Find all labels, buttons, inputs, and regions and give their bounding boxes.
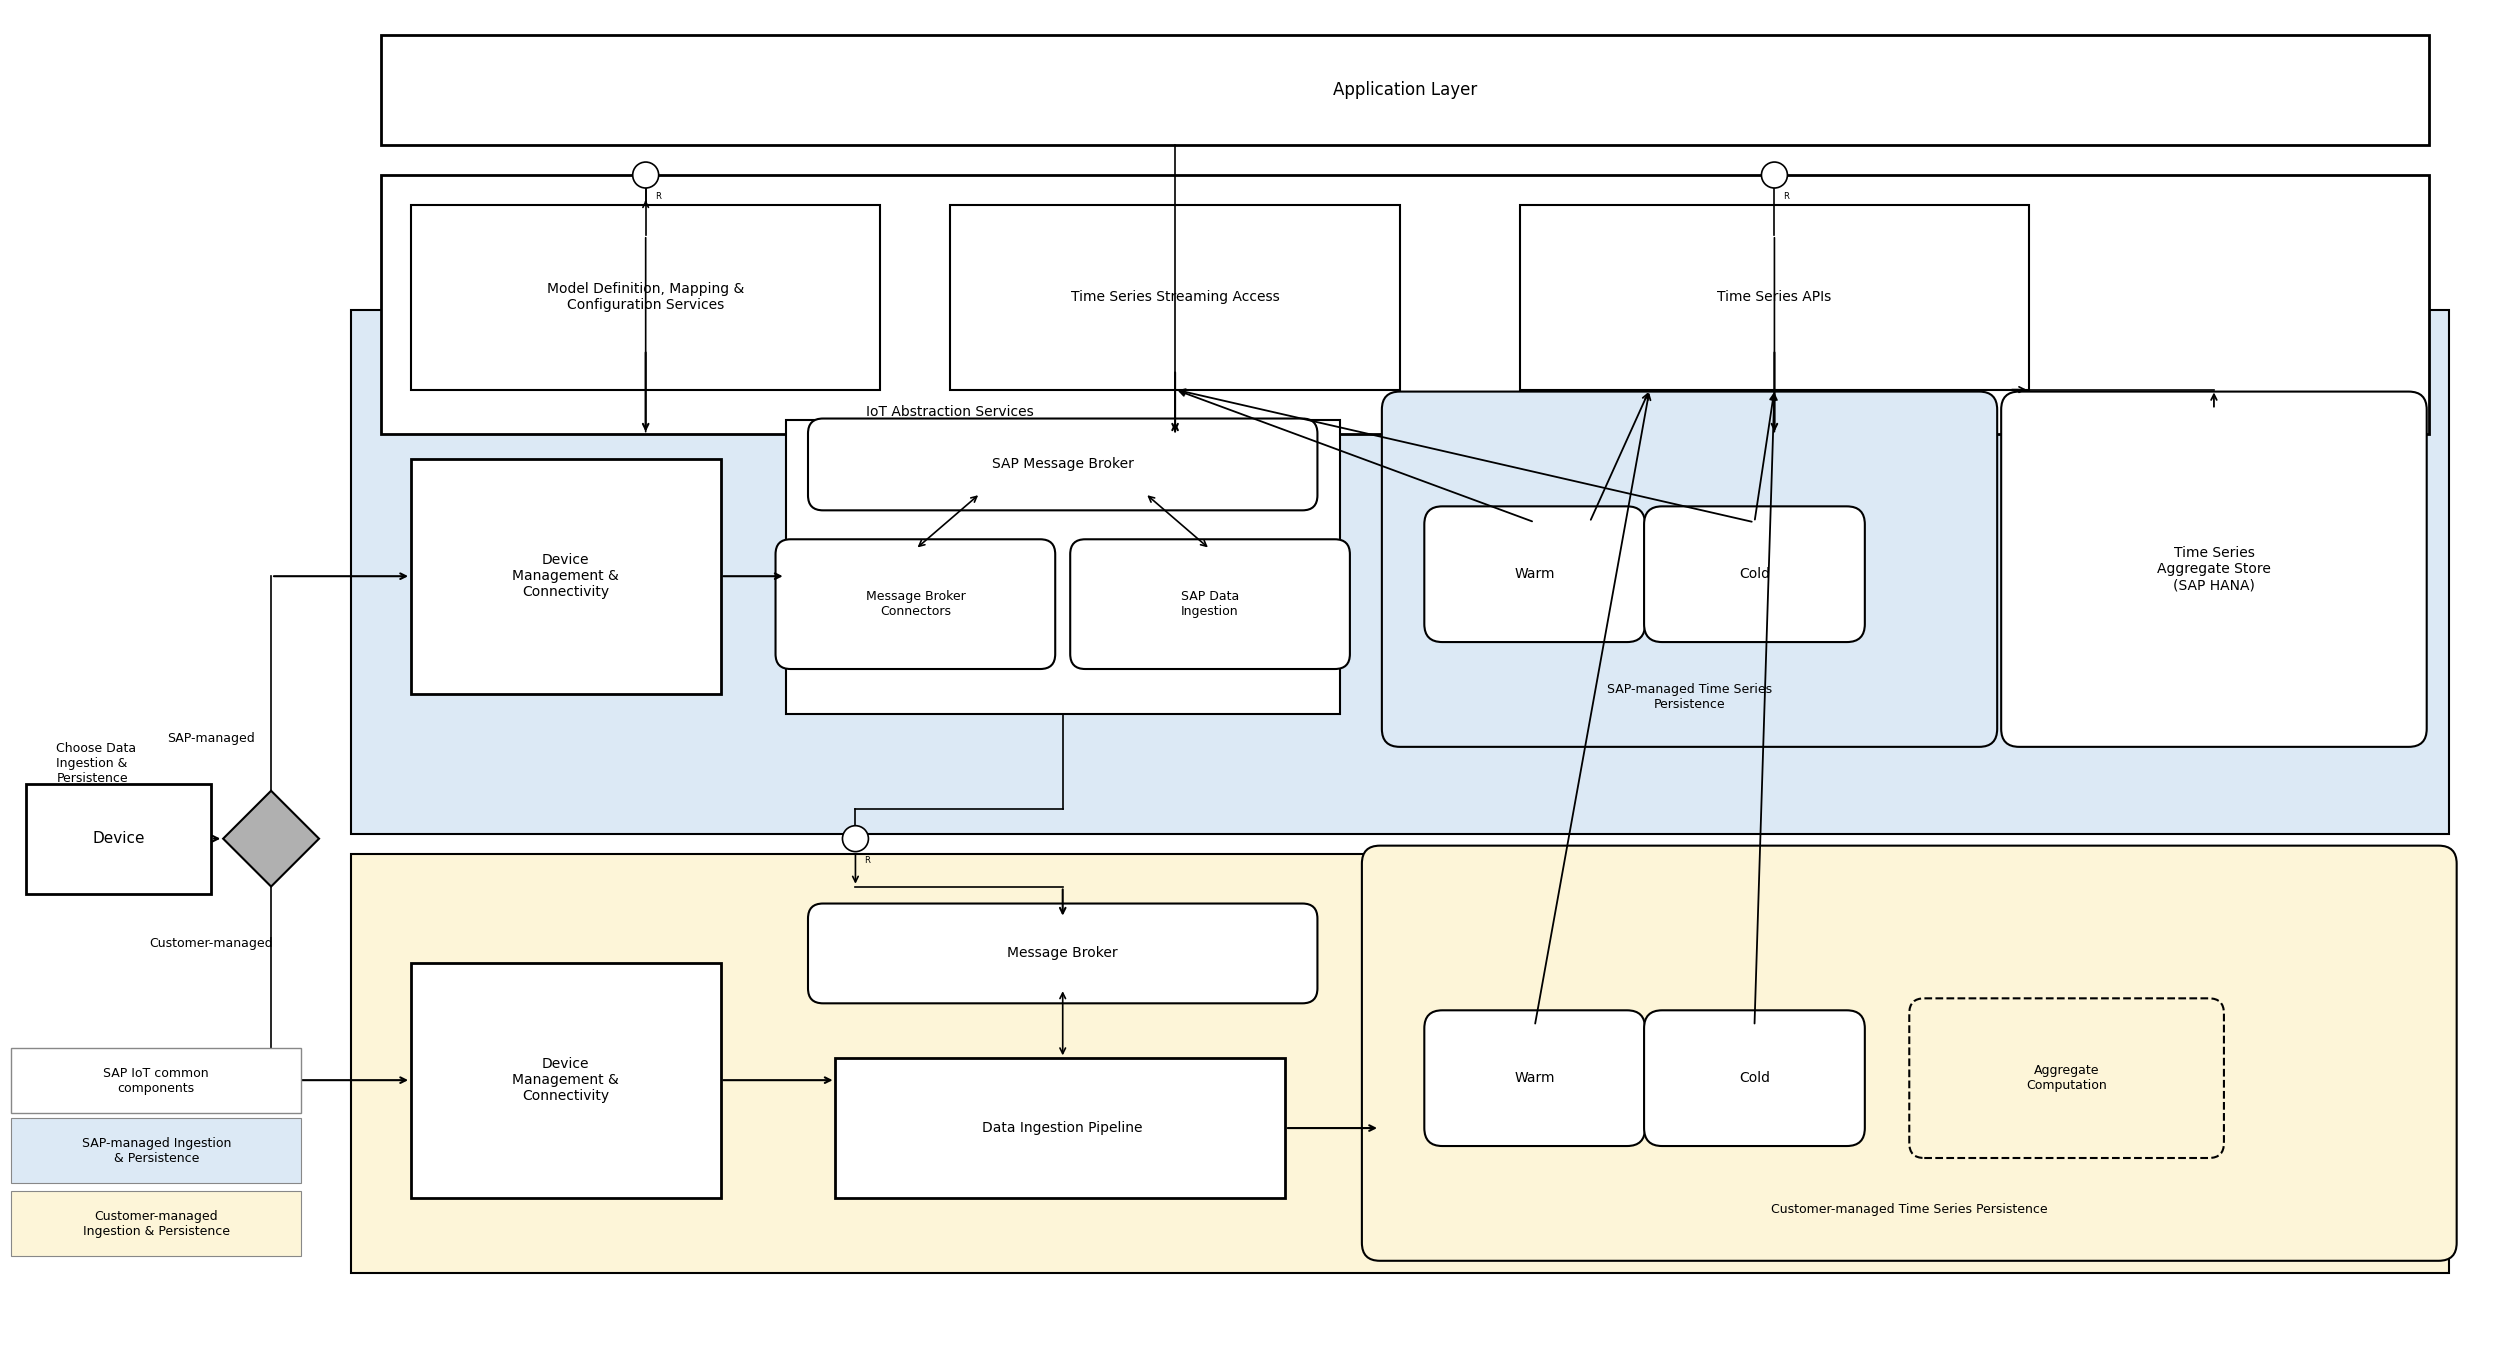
FancyBboxPatch shape [352,310,2450,834]
Text: Device
Management &
Connectivity: Device Management & Connectivity [513,553,619,599]
FancyBboxPatch shape [1423,1010,1645,1147]
Text: Choose Data
Ingestion &
Persistence: Choose Data Ingestion & Persistence [55,742,136,785]
Text: SAP Data
Ingestion: SAP Data Ingestion [1182,590,1240,618]
FancyBboxPatch shape [807,418,1318,510]
FancyBboxPatch shape [352,854,2450,1272]
FancyBboxPatch shape [951,205,1401,390]
Text: Device
Management &
Connectivity: Device Management & Connectivity [513,1058,619,1103]
FancyBboxPatch shape [1909,998,2223,1157]
FancyBboxPatch shape [807,904,1318,1004]
Text: Data Ingestion Pipeline: Data Ingestion Pipeline [983,1121,1142,1135]
Polygon shape [224,791,319,886]
Text: Device: Device [93,831,146,846]
Text: Warm: Warm [1514,1071,1554,1085]
Text: Time Series Streaming Access: Time Series Streaming Access [1071,290,1280,304]
Text: Cold: Cold [1738,1071,1771,1085]
FancyBboxPatch shape [1645,506,1864,642]
FancyBboxPatch shape [410,963,722,1198]
FancyBboxPatch shape [380,175,2429,434]
Text: IoT Abstraction Services: IoT Abstraction Services [868,405,1034,418]
FancyBboxPatch shape [2002,391,2427,747]
Text: Message Broker: Message Broker [1009,947,1119,960]
Circle shape [843,826,868,851]
FancyBboxPatch shape [1423,506,1645,642]
Text: Warm: Warm [1514,567,1554,581]
Text: R: R [1783,193,1788,201]
Text: SAP-managed Ingestion
& Persistence: SAP-managed Ingestion & Persistence [80,1137,231,1166]
FancyBboxPatch shape [835,1058,1285,1198]
FancyBboxPatch shape [785,420,1340,714]
Text: R: R [865,857,870,865]
Circle shape [634,162,659,188]
Text: Customer-managed Time Series Persistence: Customer-managed Time Series Persistence [1771,1203,2047,1217]
Circle shape [1760,162,1788,188]
Text: Time Series
Aggregate Store
(SAP HANA): Time Series Aggregate Store (SAP HANA) [2158,546,2271,592]
FancyBboxPatch shape [775,540,1056,669]
FancyBboxPatch shape [380,35,2429,146]
Text: SAP-managed Time Series
Persistence: SAP-managed Time Series Persistence [1607,683,1773,711]
Text: Message Broker
Connectors: Message Broker Connectors [865,590,966,618]
Text: Customer-managed: Customer-managed [148,938,274,950]
Text: Time Series APIs: Time Series APIs [1718,290,1831,304]
Text: SAP-managed: SAP-managed [169,733,254,746]
FancyBboxPatch shape [13,1048,302,1113]
FancyBboxPatch shape [25,784,211,893]
FancyBboxPatch shape [410,205,880,390]
Text: Model Definition, Mapping &
Configuration Services: Model Definition, Mapping & Configuratio… [548,282,744,312]
Text: Cold: Cold [1738,567,1771,581]
FancyBboxPatch shape [410,460,722,693]
FancyBboxPatch shape [1381,391,1997,747]
FancyBboxPatch shape [13,1191,302,1256]
Text: SAP Message Broker: SAP Message Broker [991,457,1134,471]
FancyBboxPatch shape [1363,846,2457,1261]
Text: SAP IoT common
components: SAP IoT common components [103,1067,209,1095]
FancyBboxPatch shape [1645,1010,1864,1147]
FancyBboxPatch shape [1071,540,1351,669]
FancyBboxPatch shape [1519,205,2030,390]
Text: R: R [654,193,661,201]
Text: Application Layer: Application Layer [1333,81,1476,100]
Text: Customer-managed
Ingestion & Persistence: Customer-managed Ingestion & Persistence [83,1210,229,1238]
FancyBboxPatch shape [13,1118,302,1183]
Text: Aggregate
Computation: Aggregate Computation [2027,1064,2108,1093]
